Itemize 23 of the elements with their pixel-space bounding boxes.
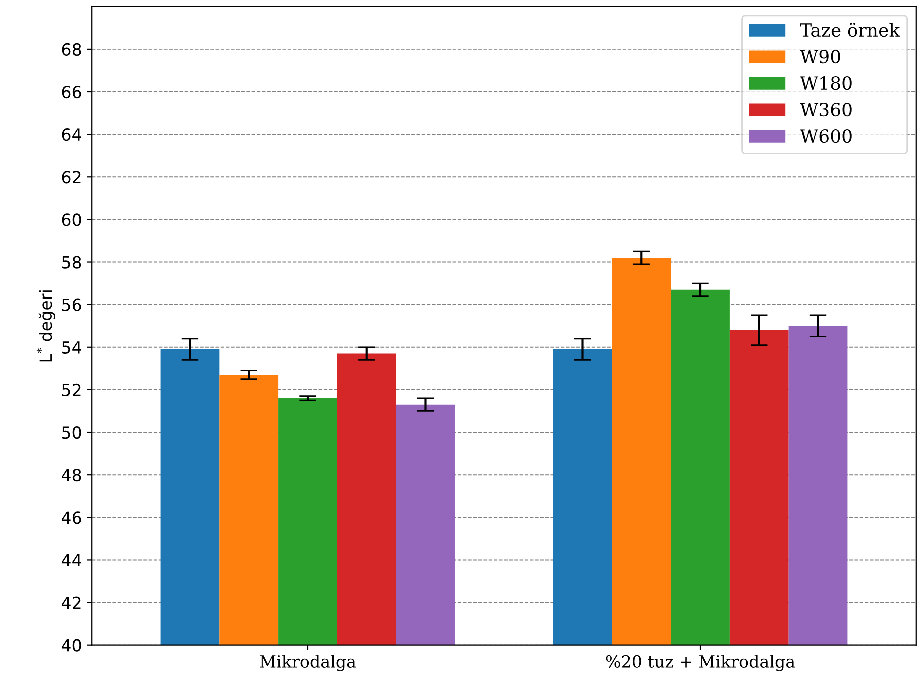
- y-axis-title: L$^{*}$ değeri: [36, 290, 56, 362]
- y-tick-label: 62: [62, 171, 81, 184]
- y-tick-label: 42: [62, 596, 81, 610]
- legend-label: W360: [800, 102, 852, 117]
- x-tick-label: %20 tuz + Mikrodalga: [606, 655, 796, 672]
- y-tick-label: 48: [62, 469, 82, 482]
- y-tick-label: 52: [62, 384, 81, 397]
- legend-label: W600: [800, 129, 852, 144]
- y-tick-label: 44: [62, 554, 82, 567]
- y-tick-label: 64: [62, 128, 82, 142]
- y-tick-label: 68: [62, 43, 82, 56]
- y-tick-label: 66: [62, 86, 82, 99]
- y-tick-label: 58: [62, 256, 82, 269]
- y-tick-label: 40: [62, 639, 82, 652]
- y-tick-label: 60: [62, 214, 82, 226]
- y-tick-label: 46: [62, 512, 82, 524]
- legend-label: Taze örnek: [800, 23, 900, 38]
- legend-label: W90: [800, 50, 840, 64]
- y-tick-label: 50: [62, 426, 82, 440]
- y-tick-label: 56: [62, 298, 82, 312]
- x-tick-label: Mikrodalga: [260, 655, 356, 672]
- legend-label: W180: [800, 76, 852, 90]
- y-tick-label: 54: [62, 342, 82, 354]
